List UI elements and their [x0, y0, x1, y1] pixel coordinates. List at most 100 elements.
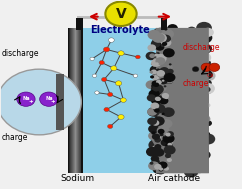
- Circle shape: [173, 75, 183, 83]
- Circle shape: [159, 87, 169, 95]
- Circle shape: [201, 85, 211, 93]
- Circle shape: [184, 55, 189, 58]
- Circle shape: [207, 32, 210, 34]
- Circle shape: [168, 27, 179, 36]
- Bar: [70, 28, 71, 173]
- Circle shape: [204, 48, 210, 53]
- Circle shape: [170, 34, 187, 46]
- Circle shape: [202, 38, 205, 41]
- Circle shape: [163, 60, 178, 71]
- Circle shape: [182, 120, 191, 127]
- Circle shape: [196, 118, 203, 124]
- Circle shape: [172, 109, 188, 121]
- Circle shape: [151, 94, 161, 101]
- Bar: [83, 28, 156, 173]
- Circle shape: [155, 38, 160, 42]
- Circle shape: [184, 153, 194, 161]
- Circle shape: [176, 115, 185, 122]
- Bar: [80, 28, 81, 173]
- Circle shape: [184, 155, 194, 163]
- Circle shape: [154, 135, 159, 139]
- Circle shape: [191, 167, 196, 171]
- Circle shape: [152, 33, 165, 43]
- Circle shape: [148, 161, 160, 170]
- Circle shape: [163, 168, 168, 171]
- Circle shape: [146, 147, 159, 157]
- Circle shape: [161, 139, 170, 146]
- Circle shape: [153, 104, 166, 113]
- Circle shape: [174, 83, 189, 95]
- Circle shape: [186, 74, 195, 81]
- Circle shape: [186, 64, 196, 71]
- Circle shape: [154, 54, 167, 64]
- Circle shape: [167, 130, 179, 140]
- Text: +: +: [28, 99, 33, 104]
- Circle shape: [162, 97, 168, 101]
- Circle shape: [152, 39, 159, 45]
- Circle shape: [187, 49, 198, 57]
- Circle shape: [196, 152, 209, 162]
- Circle shape: [152, 145, 161, 152]
- Circle shape: [148, 125, 159, 133]
- Circle shape: [153, 139, 168, 151]
- Circle shape: [150, 75, 154, 78]
- Circle shape: [184, 113, 195, 122]
- Circle shape: [118, 51, 124, 56]
- Circle shape: [155, 33, 167, 43]
- Circle shape: [190, 145, 203, 155]
- Circle shape: [163, 99, 172, 105]
- Circle shape: [104, 107, 109, 112]
- Circle shape: [177, 121, 182, 125]
- Circle shape: [181, 46, 196, 59]
- Circle shape: [191, 136, 203, 145]
- Circle shape: [151, 84, 164, 94]
- Circle shape: [180, 81, 184, 84]
- Circle shape: [154, 148, 164, 157]
- Circle shape: [154, 53, 159, 57]
- Circle shape: [178, 53, 187, 60]
- Circle shape: [171, 72, 184, 82]
- Circle shape: [156, 167, 166, 174]
- Circle shape: [163, 111, 166, 113]
- Circle shape: [169, 63, 172, 65]
- Circle shape: [153, 51, 168, 63]
- Circle shape: [161, 68, 173, 77]
- Circle shape: [177, 92, 191, 103]
- Circle shape: [154, 164, 162, 170]
- Text: Na: Na: [22, 96, 30, 101]
- Circle shape: [182, 146, 187, 151]
- Circle shape: [158, 162, 167, 169]
- Circle shape: [189, 81, 196, 86]
- Bar: [72, 28, 73, 173]
- Circle shape: [40, 92, 58, 106]
- Circle shape: [191, 140, 203, 150]
- Bar: [156, 28, 209, 173]
- Circle shape: [193, 121, 196, 124]
- Circle shape: [161, 148, 175, 159]
- Circle shape: [150, 162, 153, 165]
- Circle shape: [157, 84, 167, 92]
- Circle shape: [175, 39, 186, 47]
- Circle shape: [173, 123, 177, 126]
- Circle shape: [162, 86, 167, 90]
- Circle shape: [172, 38, 179, 44]
- Bar: [161, 18, 167, 30]
- Circle shape: [172, 110, 186, 121]
- Circle shape: [174, 47, 185, 56]
- Circle shape: [197, 106, 206, 113]
- Circle shape: [17, 92, 35, 106]
- Circle shape: [156, 97, 161, 101]
- Circle shape: [162, 74, 175, 84]
- Circle shape: [166, 131, 174, 137]
- Circle shape: [161, 29, 174, 39]
- Circle shape: [160, 68, 169, 75]
- Circle shape: [182, 95, 190, 101]
- Circle shape: [105, 2, 137, 26]
- Circle shape: [175, 56, 179, 59]
- Circle shape: [187, 50, 190, 53]
- Circle shape: [176, 143, 189, 153]
- Circle shape: [187, 36, 193, 41]
- Bar: [79, 28, 80, 173]
- Circle shape: [198, 121, 203, 124]
- Circle shape: [200, 115, 210, 123]
